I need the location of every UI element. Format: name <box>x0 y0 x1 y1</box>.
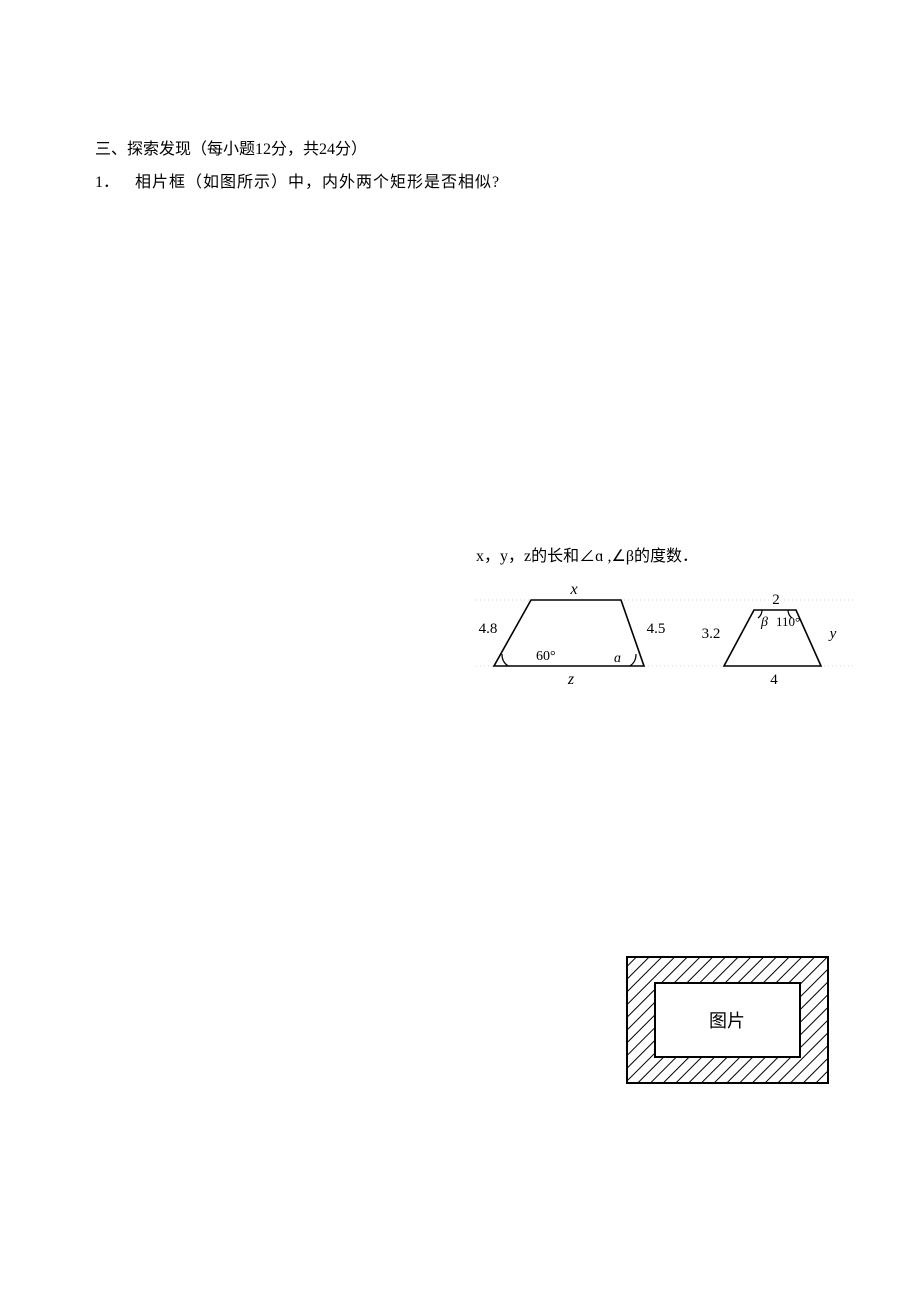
trapezoid-diagram: x 4.8 4.5 60° ɑ z 2 3.2 β 110° y 4 <box>476 568 856 698</box>
right-trapezoid: 2 3.2 β 110° y 4 <box>702 592 837 688</box>
right-bottom-label: 4 <box>770 672 778 688</box>
question1-text: 相片框（如图所示）中，内外两个矩形是否相似? <box>135 168 500 192</box>
left-rightside-label: 4.5 <box>647 621 666 637</box>
trapezoid-prompt: x，y，z的长和∠ɑ ,∠β的度数． <box>476 542 698 566</box>
section-header: 三、探索发现（每小题12分，共24分） <box>95 135 367 159</box>
right-y-label: y <box>828 626 837 642</box>
photo-frame-diagram: 图片 <box>625 955 830 1085</box>
right-110-label: 110° <box>776 614 800 629</box>
left-trapezoid: x 4.8 4.5 60° ɑ z <box>479 581 666 688</box>
beta-label: β <box>760 615 768 630</box>
left-alpha-label: ɑ <box>614 651 621 666</box>
question-number: 1． <box>95 168 119 192</box>
right-leftside-label: 3.2 <box>702 626 721 642</box>
left-angle-label: 60° <box>536 649 556 664</box>
left-top-label: x <box>569 581 577 598</box>
frame-label: 图片 <box>709 1011 745 1031</box>
left-side-label: 4.8 <box>479 621 498 637</box>
left-bottom-label: z <box>567 671 575 688</box>
right-top-label: 2 <box>772 592 780 608</box>
